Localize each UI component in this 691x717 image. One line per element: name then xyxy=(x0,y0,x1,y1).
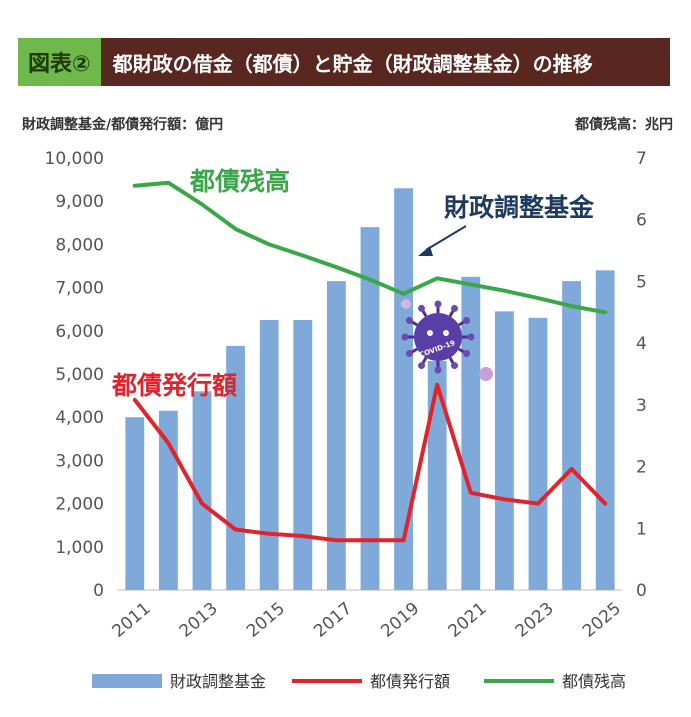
legend-label-fund: 財政調整基金 xyxy=(170,672,266,691)
chart-title: 都財政の借金（都債）と貯金（財政調整基金）の推移 xyxy=(100,38,670,86)
x-tick-label: 2017 xyxy=(310,599,356,642)
small-virus-icon xyxy=(479,367,493,381)
y-right-tick-label: 1 xyxy=(636,519,647,539)
y-right-tick-label: 6 xyxy=(636,211,647,231)
right-axis-unit: 都債残高：兆円 xyxy=(575,117,673,133)
virus-knob-icon xyxy=(418,304,425,312)
issuance-line xyxy=(132,382,608,543)
y-right-tick-label: 7 xyxy=(636,149,647,169)
y-right-tick-label: 2 xyxy=(636,458,647,478)
x-tick-label: 2021 xyxy=(445,599,491,642)
y-left-tick-label: 4,000 xyxy=(55,408,104,428)
x-tick-label: 2025 xyxy=(579,599,625,642)
y-right-tick-label: 3 xyxy=(636,396,647,416)
figure-tag: 図表② xyxy=(18,38,101,86)
title-bar: 図表② 都財政の借金（都債）と貯金（財政調整基金）の推移 xyxy=(18,38,670,86)
legend-swatch-fund xyxy=(92,674,162,688)
x-tick-label: 2013 xyxy=(176,599,222,642)
y-left-tick-label: 0 xyxy=(93,581,104,601)
virus-eye-icon xyxy=(443,330,449,336)
virus-knob-icon xyxy=(405,317,413,324)
x-tick-label: 2023 xyxy=(512,599,558,642)
fund-bar xyxy=(494,311,514,590)
annotation-issuance: 都債発行額 xyxy=(111,371,237,400)
left-axis-unit: 財政調整基金/都債発行額：億円 xyxy=(22,117,224,133)
y-left-tick-label: 3,000 xyxy=(55,451,104,471)
fund-bar xyxy=(562,281,582,590)
virus-knob-icon xyxy=(401,333,409,341)
x-tick-label: 2015 xyxy=(243,599,289,642)
fund-bar xyxy=(528,317,548,590)
virus-knob-icon xyxy=(451,362,458,370)
fund-bar xyxy=(293,320,313,590)
x-tick-label: 2011 xyxy=(109,599,155,642)
y-left-tick-label: 1,000 xyxy=(55,538,104,558)
y-left-tick-label: 9,000 xyxy=(55,192,104,212)
fund-bar xyxy=(427,361,447,590)
legend-label-balance: 都債残高 xyxy=(562,672,626,691)
virus-knob-icon xyxy=(418,362,425,370)
arrow-head-icon xyxy=(418,246,433,256)
virus-eye-icon xyxy=(427,330,433,336)
y-left-tick-label: 10,000 xyxy=(45,149,104,169)
virus-knob-icon xyxy=(463,350,471,357)
virus-knob-icon xyxy=(467,333,475,341)
fund-bar xyxy=(259,320,279,590)
fund-bar xyxy=(595,270,615,590)
annotation-fund: 財政調整基金 xyxy=(444,193,595,222)
annotation-balance: 都債残高 xyxy=(189,167,290,196)
virus-knob-icon xyxy=(434,366,442,374)
annotation-arrow xyxy=(425,225,467,251)
fund-bar xyxy=(394,188,414,591)
y-left-tick-label: 6,000 xyxy=(55,322,104,342)
virus-knob-icon xyxy=(405,350,413,357)
balance-line xyxy=(132,180,608,315)
fund-bar xyxy=(326,281,346,590)
fund-bar xyxy=(360,227,380,590)
virus-knob-icon xyxy=(463,317,471,324)
y-right-tick-label: 4 xyxy=(636,334,647,354)
small-virus-icon xyxy=(401,299,411,309)
y-left-tick-label: 2,000 xyxy=(55,495,104,515)
y-left-tick-label: 5,000 xyxy=(55,365,104,385)
virus-knob-icon xyxy=(451,304,458,312)
fund-bar xyxy=(461,276,481,590)
virus-knob-icon xyxy=(434,300,442,308)
y-left-tick-label: 8,000 xyxy=(55,235,104,255)
fund-bar xyxy=(125,417,145,590)
x-tick-label: 2019 xyxy=(377,599,423,642)
y-right-tick-label: 5 xyxy=(636,272,647,292)
fund-bar xyxy=(192,391,212,590)
y-left-tick-label: 7,000 xyxy=(55,279,104,299)
y-right-tick-label: 0 xyxy=(636,581,647,601)
legend-label-issuance: 都債発行額 xyxy=(370,672,450,691)
virus-icon xyxy=(414,313,462,361)
